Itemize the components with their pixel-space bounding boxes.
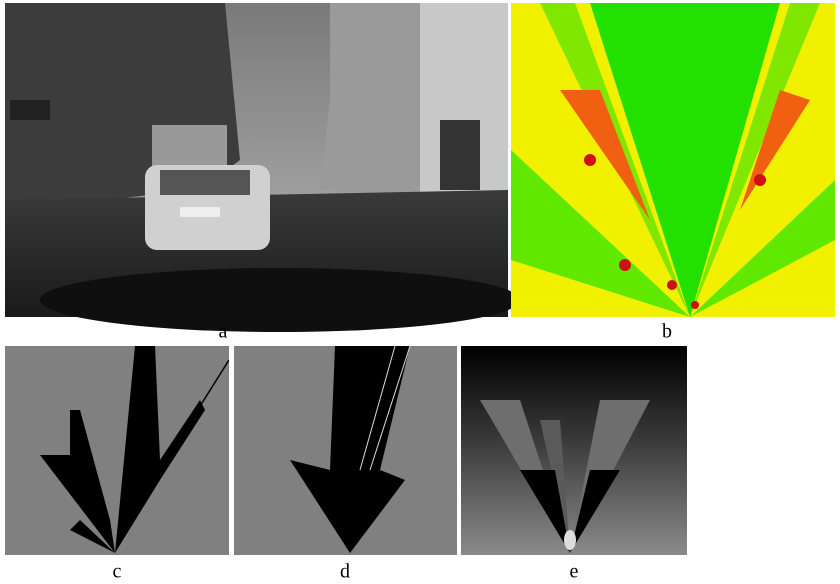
panel-e-image [461,346,687,555]
panel-d-image [234,346,457,555]
panel-label: a [219,321,228,343]
panel-c-image [5,346,229,555]
panel-label: b [662,321,672,343]
panel-b-image [511,3,835,317]
panel-label: e [570,561,579,583]
panel-label: c [113,561,122,583]
panel-a-image [5,3,520,332]
panel-label: d [340,561,350,583]
